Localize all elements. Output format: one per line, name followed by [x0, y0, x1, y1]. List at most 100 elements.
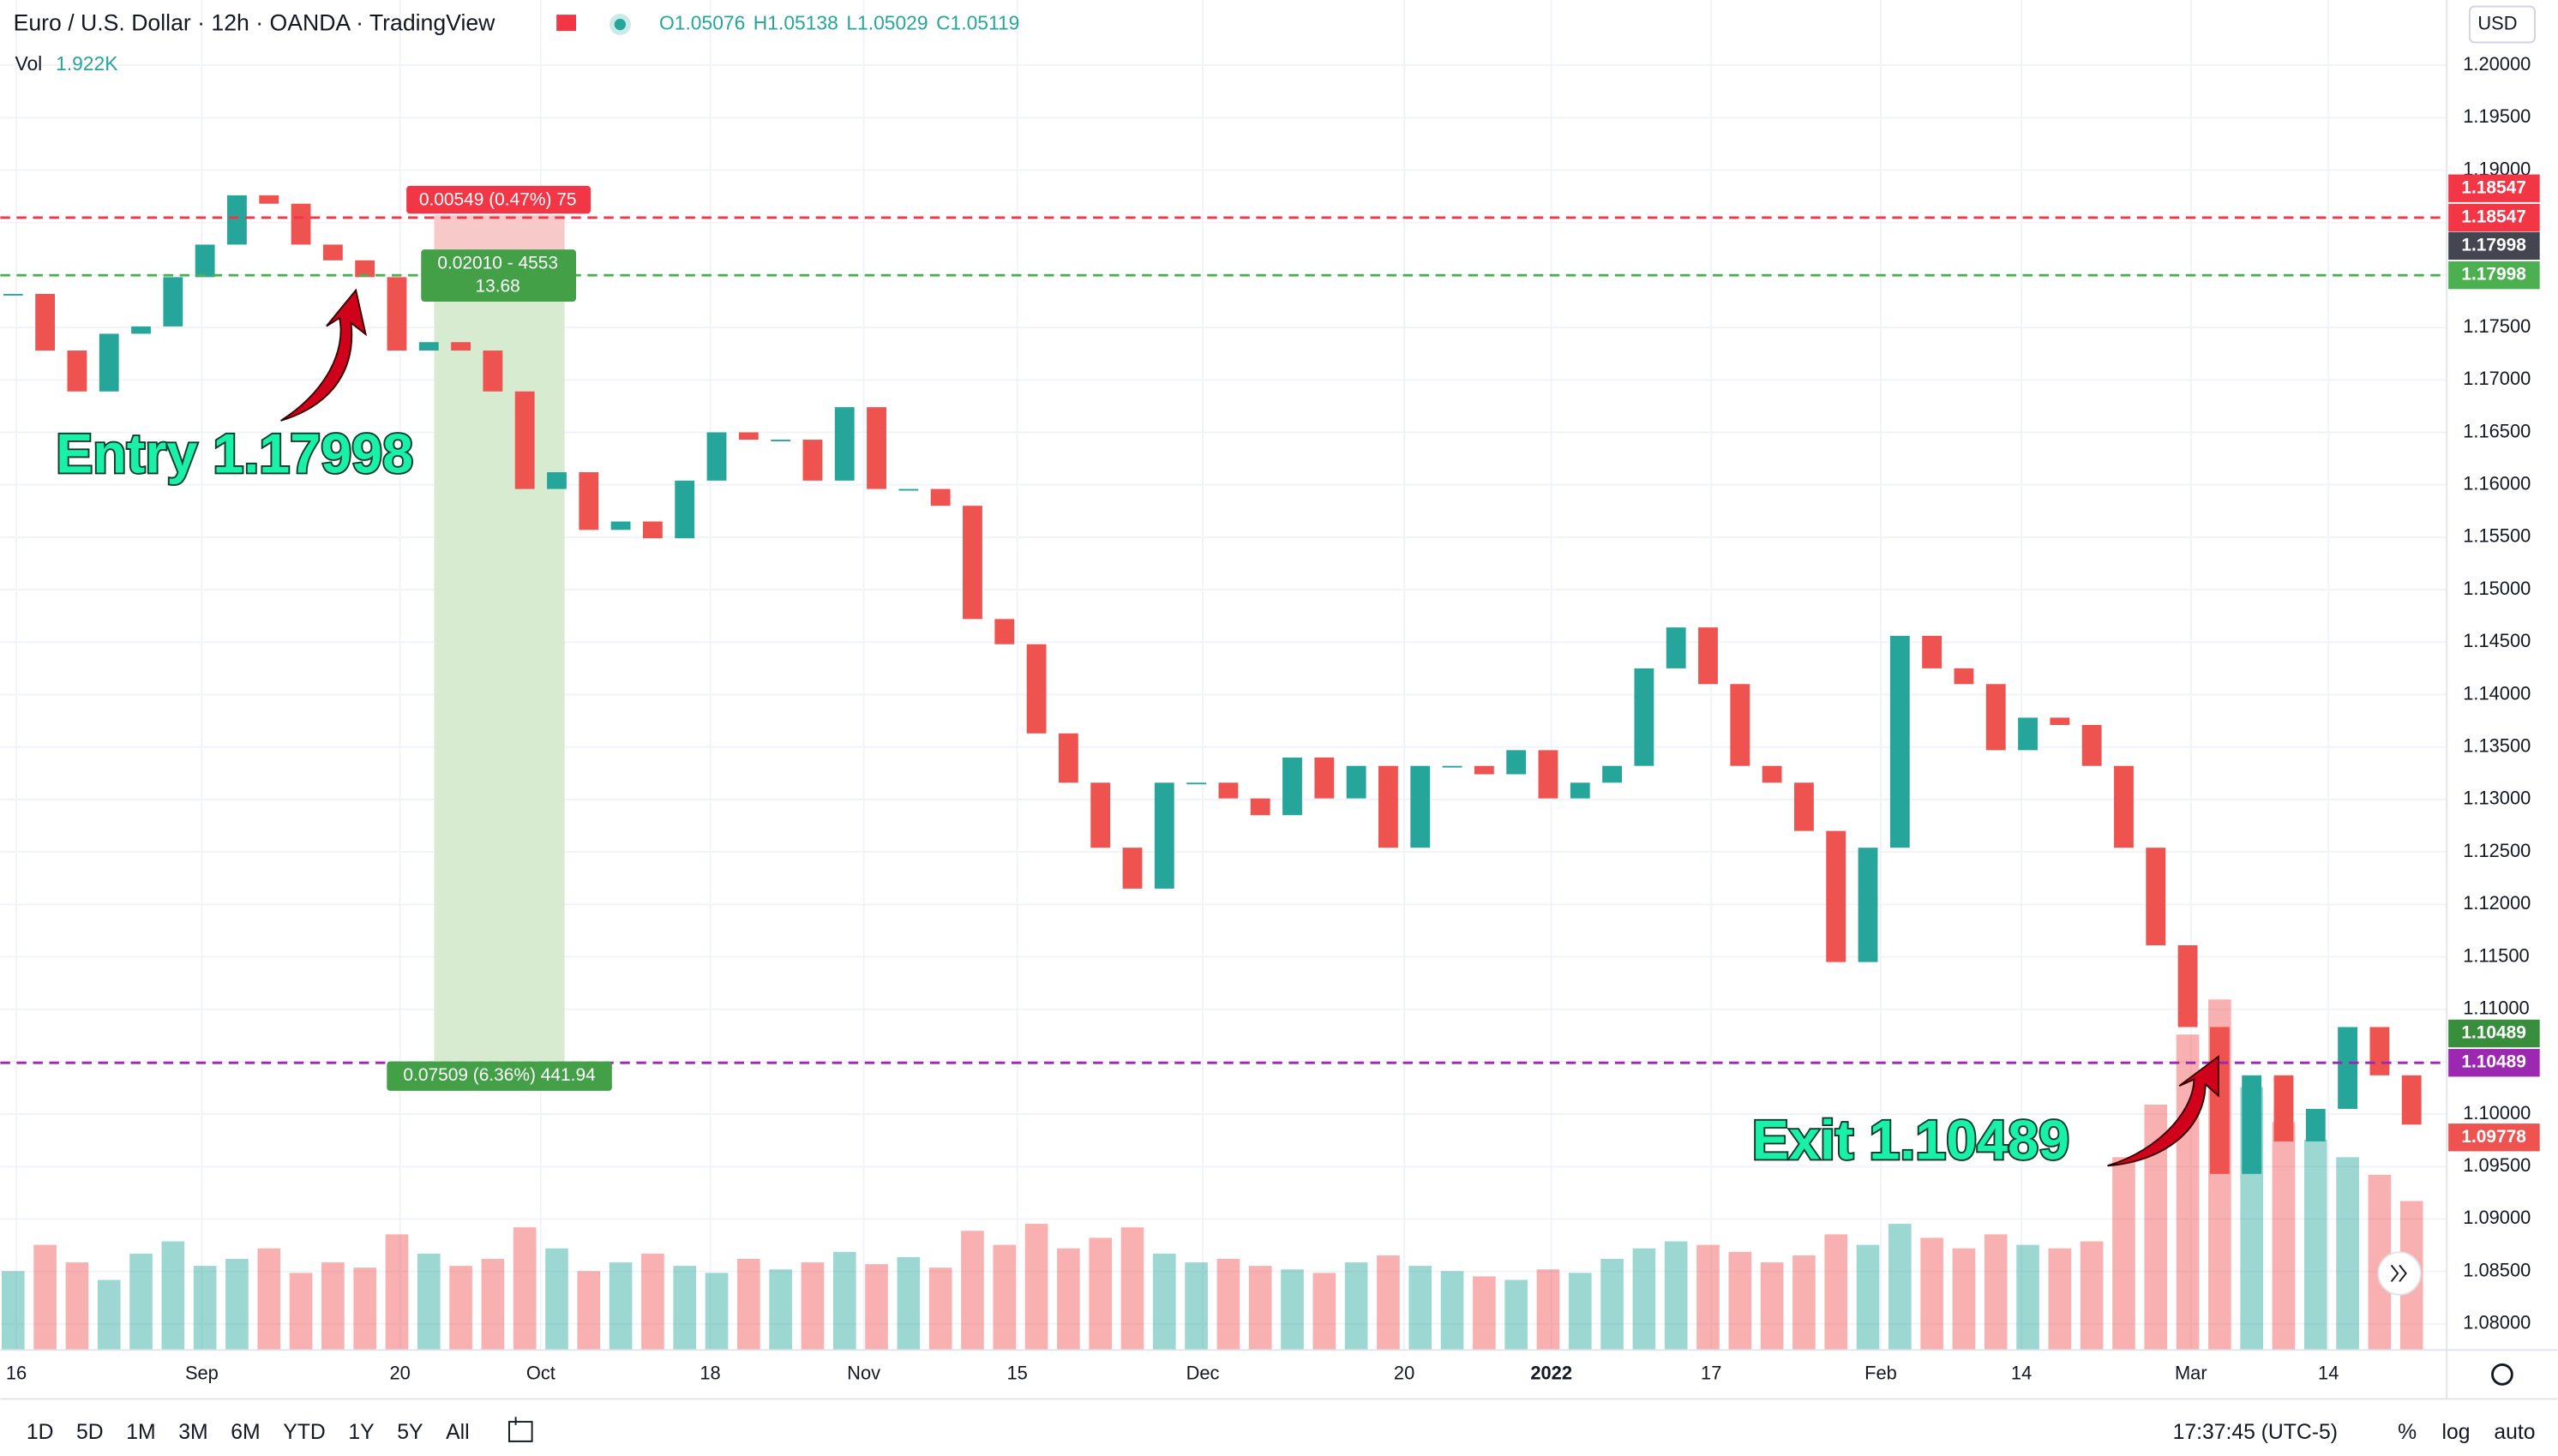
target-zone: [434, 273, 565, 1062]
candle: [131, 326, 151, 334]
candle: [1026, 644, 1047, 734]
range-button[interactable]: All: [446, 1421, 469, 1444]
exit-annotation: Exit 1.10489: [1752, 1109, 2069, 1171]
candle: [2209, 1027, 2230, 1174]
candle: [1474, 765, 1494, 775]
price-tick-label: 1.09000: [2463, 1207, 2531, 1228]
volume-bar: [705, 1273, 729, 1351]
candle: [163, 277, 183, 327]
candle: [99, 333, 119, 392]
candle: [1346, 765, 1366, 799]
entry-annotation: Entry 1.17998: [56, 422, 413, 485]
candle: [291, 203, 311, 245]
volume-bar: [1185, 1262, 1208, 1351]
price-tag-label: 1.17998: [2461, 235, 2526, 255]
volume-bar: [1824, 1234, 1848, 1351]
price-tick-label: 1.14500: [2463, 630, 2531, 651]
goto-date-icon[interactable]: [508, 1417, 533, 1442]
volume-bar: [2016, 1244, 2039, 1351]
volume-bar: [161, 1241, 185, 1351]
scale-option[interactable]: %: [2398, 1421, 2417, 1444]
scale-option[interactable]: auto: [2494, 1421, 2535, 1444]
flag-icon[interactable]: [556, 15, 576, 32]
volume-bar: [1568, 1273, 1592, 1351]
scale-option[interactable]: log: [2442, 1421, 2471, 1444]
range-button[interactable]: YTD: [283, 1421, 325, 1444]
volume-bar: [481, 1258, 505, 1351]
candle: [1858, 848, 1878, 962]
price-tag-label: 1.10489: [2461, 1052, 2526, 1072]
settings-icon[interactable]: [2491, 1363, 2513, 1386]
candle: [259, 195, 279, 204]
candle: [1538, 750, 1558, 799]
volume-bar: [2112, 1157, 2135, 1351]
volume-bar: [353, 1267, 376, 1351]
range-button[interactable]: 5D: [76, 1421, 104, 1444]
candle: [1602, 765, 1622, 783]
range-button[interactable]: 5Y: [397, 1421, 423, 1444]
candle: [2338, 1027, 2358, 1109]
time-tick-label: Oct: [526, 1363, 555, 1384]
candle: [2146, 848, 2166, 946]
volume-bar: [1440, 1271, 1464, 1351]
price-tag: [2448, 1019, 2540, 1048]
time-tick-label: 2022: [1530, 1363, 1572, 1384]
volume-bar: [2272, 1122, 2296, 1351]
volume-bar: [609, 1262, 633, 1351]
volume-bar: [2048, 1248, 2072, 1351]
ohlc-value: L1.05029: [846, 12, 928, 34]
range-button[interactable]: 3M: [178, 1421, 207, 1444]
volume-bar: [1024, 1224, 1048, 1351]
range-button[interactable]: 1Y: [348, 1421, 374, 1444]
volume-bar: [1728, 1251, 1752, 1351]
volume-bar: [1281, 1269, 1304, 1351]
volume-bar: [129, 1253, 153, 1351]
currency[interactable]: USD: [2477, 12, 2517, 33]
candle: [227, 195, 247, 245]
candle: [1058, 733, 1078, 783]
volume-bar: [961, 1231, 984, 1351]
price-tick-label: 1.15000: [2463, 578, 2531, 599]
volume-bar: [1312, 1273, 1336, 1351]
volume-bar: [2303, 1139, 2327, 1351]
price-tick-label: 1.09500: [2463, 1154, 2531, 1176]
price-tick-label: 1.17000: [2463, 368, 2531, 389]
volume-bar: [65, 1262, 89, 1351]
volume-bar: [1664, 1241, 1688, 1351]
volume-bar: [1, 1271, 25, 1351]
scroll-button[interactable]: [2377, 1251, 2422, 1296]
volume-bar: [1377, 1255, 1400, 1351]
price-tag: [2448, 231, 2540, 261]
volume-bar: [641, 1253, 664, 1351]
range-button[interactable]: 6M: [231, 1421, 260, 1444]
volume-bar: [33, 1244, 57, 1351]
currency-button[interactable]: [2468, 5, 2536, 44]
price-tick-label: 1.15500: [2463, 525, 2531, 547]
price-tag-label: 1.09778: [2461, 1127, 2526, 1147]
volume-bar: [1696, 1244, 1720, 1351]
price-tag-label: 1.10489: [2461, 1023, 2526, 1043]
candle: [930, 488, 951, 506]
time-axis: 16 Sep 20 Oct 18 Nov 15 Dec 20 2022 17 Feb 14 Mar 14: [6, 1363, 2339, 1384]
volume-bar: [993, 1244, 1017, 1351]
entry-label: 13.68: [476, 276, 520, 296]
volume-bar: [289, 1273, 313, 1351]
price-tick-label: 1.19500: [2463, 105, 2531, 127]
candle: [67, 351, 87, 392]
candle: [1634, 668, 1654, 766]
entry-label: 0.02010 - 4553: [437, 254, 558, 273]
volume-bar: [193, 1266, 217, 1351]
volume-bar: [321, 1262, 345, 1351]
price-tick-label: 1.08000: [2463, 1312, 2531, 1333]
volume-bar: [1600, 1258, 1624, 1351]
volume-bar: [865, 1264, 888, 1351]
volume-bar: [97, 1279, 121, 1351]
candle: [35, 293, 56, 351]
candle: [898, 488, 919, 491]
range-button[interactable]: 1M: [126, 1421, 155, 1444]
candle: [2114, 765, 2134, 848]
scroll-icon: [2390, 1264, 2407, 1283]
candle: [2081, 724, 2102, 766]
range-button[interactable]: 1D: [27, 1421, 54, 1444]
